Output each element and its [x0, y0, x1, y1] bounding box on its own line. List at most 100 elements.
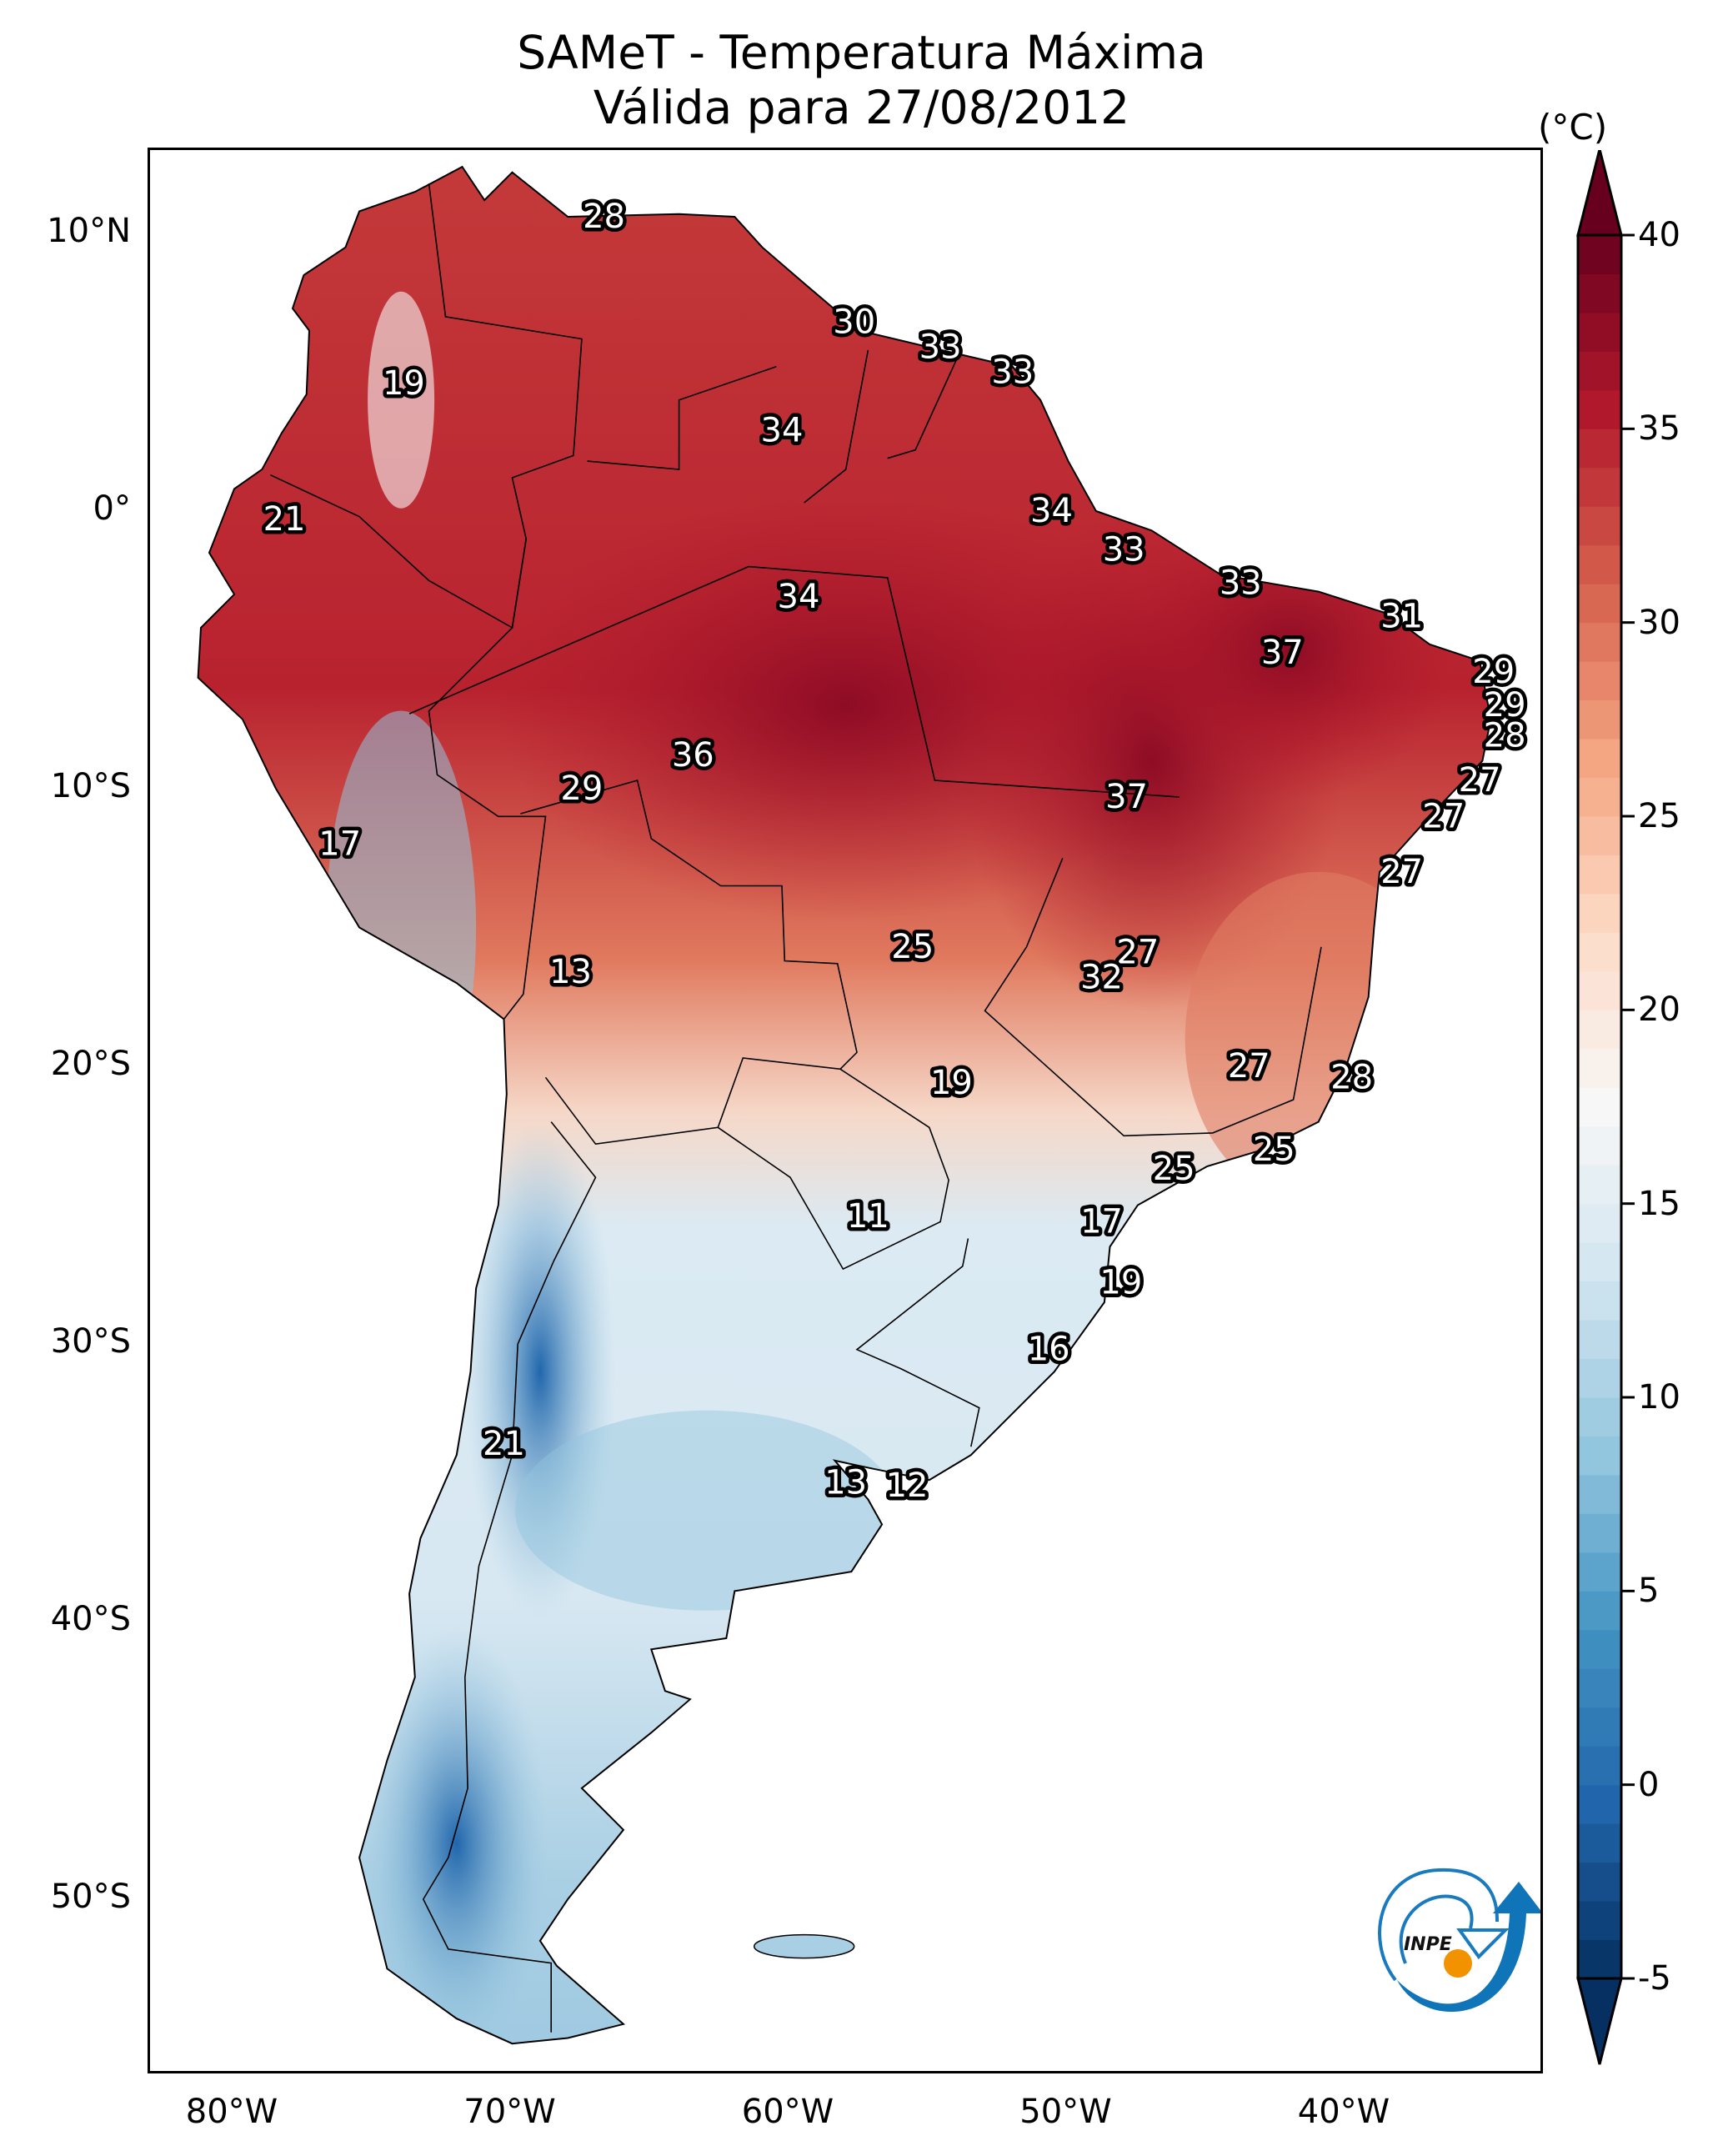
temperature-label: 36: [672, 736, 714, 775]
temperature-label: 30: [833, 303, 875, 342]
coastline: [197, 165, 1492, 2045]
colorbar-segment: [1578, 1397, 1621, 1436]
temperature-label: 29: [560, 770, 603, 808]
colorbar-segment: [1578, 1281, 1621, 1321]
colorbar-tick-label: 40: [1638, 216, 1680, 254]
temperature-label: 27: [1228, 1047, 1270, 1086]
colorbar-segment: [1578, 1901, 1621, 1941]
colorbar-segment: [1578, 1939, 1621, 1979]
colorbar-tick-label: 20: [1638, 990, 1680, 1030]
border-line: [804, 349, 869, 504]
temperature-label: 21: [483, 1425, 525, 1463]
map-panel: 28 30 33 33 19 34 21 34 33 34 33 31 37 29 29 28 36 27 29 37…: [148, 148, 1543, 2073]
temperature-label: 12: [886, 1467, 929, 1505]
colorbar-segment: [1578, 1126, 1621, 1166]
temperature-label: 29: [1484, 686, 1526, 725]
colorbar-segment: [1578, 1629, 1621, 1669]
temperature-label: 34: [761, 411, 804, 449]
colorbar-tick-label: 15: [1638, 1184, 1680, 1223]
colorbar-unit-label: (°C): [1538, 107, 1608, 148]
logo-swirl-inner: [1399, 1894, 1474, 1964]
colorbar-segment: [1578, 429, 1621, 469]
colorbar-tick-label: 35: [1638, 409, 1680, 449]
colorbar-segment: [1578, 1165, 1621, 1205]
lat-tick-label: 0°: [93, 489, 131, 528]
colorbar-segment: [1578, 622, 1621, 662]
colorbar-segment: [1578, 1513, 1621, 1553]
colorbar-segment: [1578, 816, 1621, 855]
lon-tick-label: 50°W: [1019, 2093, 1112, 2131]
colorbar-segment: [1578, 351, 1621, 391]
temperature-label: 33: [919, 328, 962, 367]
temperature-base-fill: [198, 167, 1491, 2044]
temperature-label: 33: [1220, 564, 1262, 603]
temperature-label: 27: [1116, 933, 1159, 971]
colorbar-tick-label: -5: [1638, 1959, 1671, 1998]
colorbar-tick-label: 5: [1638, 1572, 1660, 1611]
colorbar-segment: [1578, 1591, 1621, 1631]
border-line: [887, 358, 958, 459]
colorbar-segment: [1578, 1474, 1621, 1514]
temperature-label: 37: [1261, 634, 1304, 672]
temperature-label: 32: [1080, 958, 1123, 996]
temperature-label: 16: [1028, 1331, 1070, 1369]
temperature-label: 21: [263, 500, 306, 539]
colorbar-segment: [1578, 312, 1621, 352]
temperature-label: 27: [1422, 797, 1465, 835]
colorbar-segment: [1578, 932, 1621, 972]
colorbar-segment: [1578, 661, 1621, 701]
lat-tick-label: 10°N: [47, 212, 131, 250]
temperature-label: 17: [318, 825, 361, 864]
temperature-label: 34: [1030, 492, 1073, 530]
colorbar-segment: [1578, 1784, 1621, 1824]
temperature-label: 29: [1472, 653, 1515, 691]
land-temperature-field: [198, 167, 1491, 2044]
lon-tick-label: 60°W: [741, 2093, 834, 2131]
border-line: [587, 366, 777, 470]
colorbar-segment: [1578, 1862, 1621, 1902]
falkland-islands: [753, 1933, 855, 1959]
colorbar-tick-label: 0: [1638, 1765, 1660, 1804]
border-line: [422, 1121, 597, 2033]
border-line: [984, 857, 1322, 1137]
cold-region-peru-andes: [326, 710, 477, 1145]
colorbar-segment: [1578, 1707, 1621, 1747]
colorbar-segment: [1578, 1436, 1621, 1476]
logo-text: INPE: [1404, 1934, 1452, 1955]
colorbar-extend-max: [1576, 150, 1623, 237]
colorbar-segment: [1578, 467, 1621, 507]
colorbar-segment: [1578, 1668, 1621, 1708]
logo-arrow-up: [1397, 1882, 1540, 2012]
temperature-label: 25: [1253, 1131, 1295, 1169]
border-line: [270, 183, 583, 629]
cool-region-pampas: [514, 1410, 899, 1611]
lon-tick-label: 80°W: [185, 2093, 278, 2131]
temperature-label: 28: [1330, 1058, 1373, 1096]
logo-arrow-down: [1456, 1928, 1510, 1960]
temperature-label: 19: [930, 1064, 973, 1102]
colorbar-segment: [1578, 1010, 1621, 1050]
colorbar-segment: [1578, 1203, 1621, 1243]
chart-title: SAMeT - Temperatura Máxima Válida para 2…: [0, 25, 1723, 135]
lat-tick-label: 30°S: [50, 1322, 131, 1361]
lat-tick-label: 10°S: [50, 767, 131, 805]
colorbar-tick-label: 25: [1638, 797, 1680, 835]
border-line: [428, 539, 547, 1020]
colorbar-segment: [1578, 1087, 1621, 1127]
cold-region-andes: [464, 1121, 615, 1622]
cool-region-colombia-andes: [368, 291, 435, 509]
colorbar-segment: [1578, 544, 1621, 584]
lat-tick-label: 50°S: [50, 1878, 131, 1916]
temperature-label: 19: [383, 364, 425, 403]
temperature-label: 34: [778, 578, 820, 616]
colorbar-segment: [1578, 1823, 1621, 1863]
temperature-label: 33: [1103, 531, 1145, 569]
temperature-label: 27: [1380, 853, 1423, 891]
colorbar-segment: [1578, 1358, 1621, 1398]
colorbar-segment: [1578, 273, 1621, 313]
chart-title-line1: SAMeT - Temperatura Máxima: [517, 26, 1206, 79]
temperature-label: 13: [549, 953, 592, 991]
colorbar-tick-label: 30: [1638, 603, 1680, 642]
